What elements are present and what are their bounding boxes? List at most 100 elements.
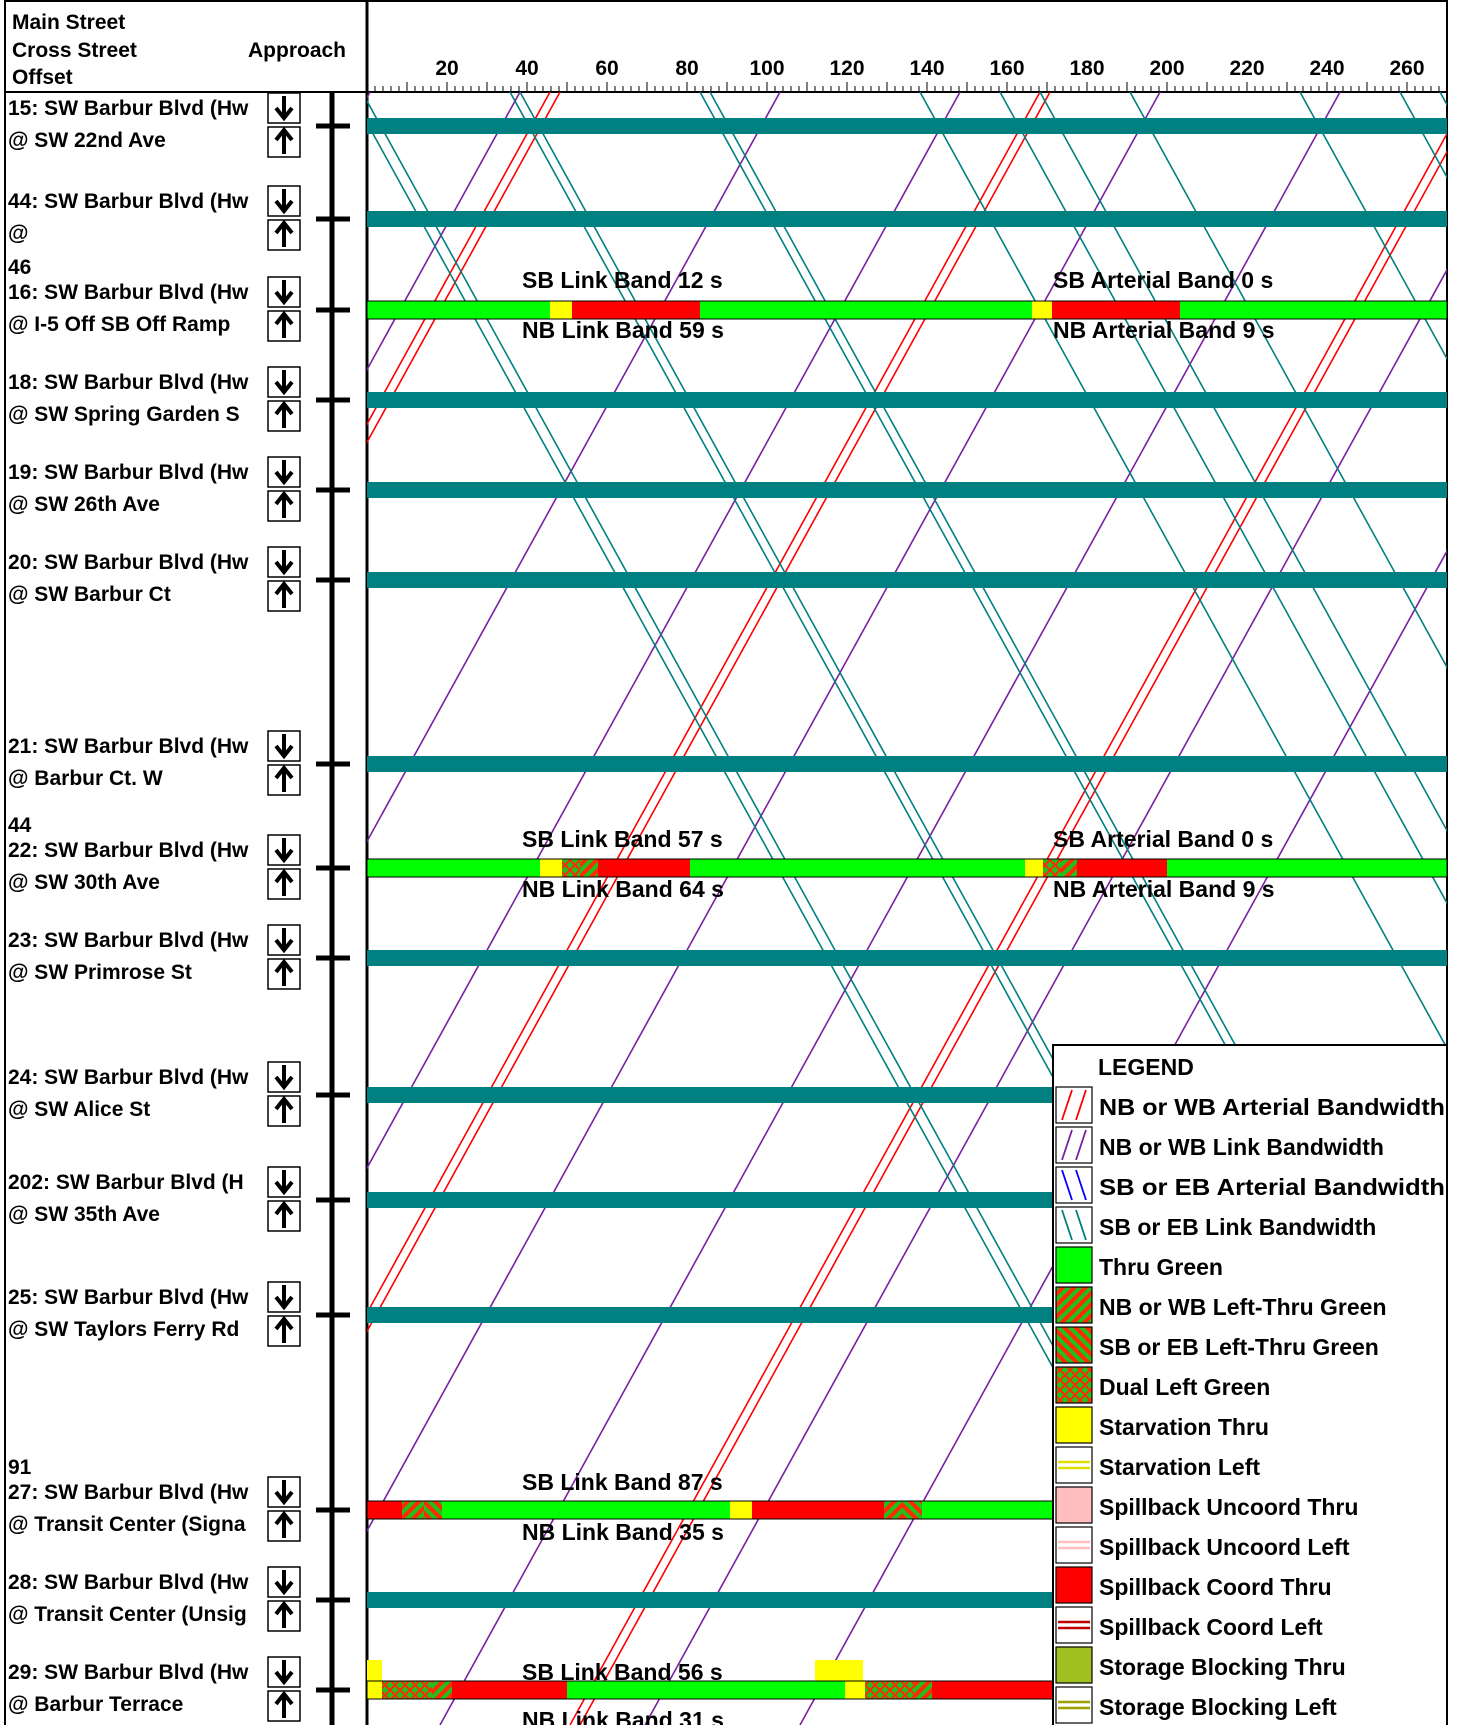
axis-tick-label: 20 xyxy=(435,57,458,80)
spillback-uncoord-thru-icon xyxy=(1055,1486,1093,1524)
legend-item-label: SB or EB Link Bandwidth xyxy=(1099,1214,1376,1240)
band-label: NB Arterial Band 9 s xyxy=(1053,317,1275,343)
up-arrow-icon xyxy=(274,1600,294,1628)
axis-tick-label: 200 xyxy=(1149,57,1184,80)
up-arrow-icon xyxy=(274,1200,294,1228)
band-label: NB Link Band 35 s xyxy=(522,1519,724,1545)
signal-phase-segment xyxy=(1180,301,1447,319)
nb-arterial-icon xyxy=(1055,1086,1093,1124)
signal-bar-18 xyxy=(367,392,1447,408)
legend-item-label: Starvation Left xyxy=(1099,1454,1260,1480)
intersection-cross-street: @ Transit Center (Signa xyxy=(8,1513,246,1536)
intersection-main-street: 25: SW Barbur Blvd (Hw xyxy=(8,1286,249,1309)
down-arrow-icon xyxy=(274,460,294,486)
down-arrow-icon xyxy=(274,189,294,215)
intersection-15: 15: SW Barbur Blvd (Hw @ SW 22nd Ave xyxy=(8,92,350,158)
signal-bar-23 xyxy=(367,950,1447,966)
legend-item-label: Thru Green xyxy=(1099,1254,1223,1280)
legend-item-label: Spillback Coord Left xyxy=(1099,1614,1323,1640)
band-label: NB Link Band 59 s xyxy=(522,317,724,343)
down-arrow-icon xyxy=(274,96,294,122)
storage-blocking-left-icon xyxy=(1055,1686,1093,1724)
intersection-main-street: 15: SW Barbur Blvd (Hw xyxy=(8,97,249,120)
signal-phase-segment xyxy=(865,1681,914,1699)
legend-item: SB or EB Link Bandwidth xyxy=(1055,1206,1376,1244)
nb-arterial-bandwidth-line xyxy=(367,92,561,444)
signal-phase-segment xyxy=(562,301,572,319)
band-label: SB Link Band 57 s xyxy=(522,826,723,852)
spillback-uncoord-left-icon xyxy=(1055,1526,1093,1564)
legend-box xyxy=(1052,1044,1448,1730)
intersection-202: 202: SW Barbur Blvd (H @ SW 35th Ave xyxy=(8,1166,350,1232)
down-arrow-icon xyxy=(274,550,294,576)
legend-item: Storage Blocking Thru xyxy=(1055,1646,1346,1684)
legend-item-label: Storage Blocking Left xyxy=(1099,1694,1337,1720)
axis-tick-label: 140 xyxy=(909,57,944,80)
signal-bar-20 xyxy=(367,572,1447,588)
signal-bar-25 xyxy=(367,1307,1053,1323)
legend-item: SB or EB Left-Thru Green xyxy=(1055,1326,1379,1364)
intersection-cross-street: @ SW 22nd Ave xyxy=(8,129,166,152)
signal-phase-segment xyxy=(1043,859,1061,877)
axis-tick-label: 60 xyxy=(595,57,618,80)
coordinated-signal-bar xyxy=(367,572,1447,588)
down-arrow-icon xyxy=(274,1065,294,1091)
intersection-cross-street: @ SW Spring Garden S xyxy=(8,403,240,426)
starvation-left-icon xyxy=(1055,1446,1093,1484)
signal-phase-segment xyxy=(452,1681,567,1699)
intersection-cross-street: @ SW Alice St xyxy=(8,1098,150,1121)
signal-bar-outline xyxy=(366,858,1448,878)
signal-phase-segment xyxy=(567,1681,845,1699)
signal-bar-44 xyxy=(367,211,1447,227)
signal-phase-segment xyxy=(1025,859,1043,877)
starvation-marker xyxy=(367,1660,382,1681)
signal-phase-segment xyxy=(550,301,562,319)
sb-link-bandwidth-line xyxy=(999,92,1447,905)
coordinated-signal-bar xyxy=(367,392,1447,408)
intersection-labels: 15: SW Barbur Blvd (Hw @ SW 22nd Ave 44: S… xyxy=(8,92,350,1722)
intersection-29: 29: SW Barbur Blvd (Hw @ Barbur Terrace xyxy=(8,1656,350,1722)
nb-link-icon xyxy=(1055,1126,1093,1164)
nb-arterial-bandwidth-line xyxy=(367,92,1051,1333)
up-arrow-icon xyxy=(274,1315,294,1343)
signal-phase-segment xyxy=(752,1501,884,1519)
signal-phase-segment xyxy=(700,301,1032,319)
signal-bars xyxy=(366,118,1448,1700)
signal-phase-segment xyxy=(562,859,580,877)
sb-link-bandwidth-line xyxy=(1039,92,1447,833)
legend-item: Dual Left Green xyxy=(1055,1366,1270,1404)
intersection-main-street: 22: SW Barbur Blvd (Hw xyxy=(8,839,249,862)
intersection-main-street: 202: SW Barbur Blvd (H xyxy=(8,1171,244,1194)
axis-tick-label: 180 xyxy=(1069,57,1104,80)
nb-link-bandwidth-line xyxy=(799,549,1447,1725)
legend-item-label: NB or WB Link Bandwidth xyxy=(1099,1134,1384,1160)
axis-tick-label: 260 xyxy=(1389,57,1424,80)
up-arrow-icon xyxy=(274,958,294,986)
coordinated-signal-bar xyxy=(367,1192,1053,1208)
legend-item: Spillback Uncoord Left xyxy=(1055,1526,1350,1564)
signal-phase-segment xyxy=(580,859,598,877)
signal-phase-segment xyxy=(902,1501,922,1519)
nb-link-bandwidth-line xyxy=(367,92,521,372)
signal-phase-segment xyxy=(730,1501,752,1519)
up-arrow-icon xyxy=(274,1510,294,1538)
legend-line xyxy=(1075,1169,1087,1201)
signal-phase-segment xyxy=(932,1681,1053,1699)
axis-tick-label: 80 xyxy=(675,57,698,80)
legend-item: Spillback Coord Left xyxy=(1055,1606,1323,1644)
intersection-main-street: 27: SW Barbur Blvd (Hw xyxy=(8,1481,249,1504)
thru-green-icon xyxy=(1055,1246,1093,1284)
sb-left-thru-icon xyxy=(1055,1326,1093,1364)
intersection-main-street: 18: SW Barbur Blvd (Hw xyxy=(8,371,249,394)
starvation-marker xyxy=(815,1660,863,1681)
legend-item: Spillback Uncoord Thru xyxy=(1055,1486,1358,1524)
bandwidth-lines xyxy=(367,92,1447,1725)
down-arrow-icon xyxy=(274,370,294,396)
intersection-main-street: 44: SW Barbur Blvd (Hw xyxy=(8,190,249,213)
signal-phase-segment xyxy=(1061,859,1077,877)
legend-line xyxy=(1075,1209,1087,1241)
nb-arterial-bandwidth-line xyxy=(367,92,551,426)
legend-item: Thru Green xyxy=(1055,1246,1223,1284)
